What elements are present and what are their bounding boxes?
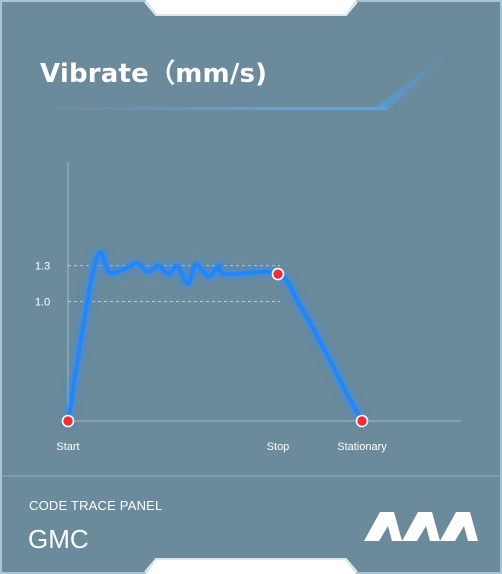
marker-stop [271,267,285,281]
x-label-stop: Stop [267,441,290,453]
series-line [66,250,364,423]
y-tick-label: 1.3 [35,261,50,273]
x-label-start: Start [56,441,79,453]
panel-title: Vibrate（mm/s) [40,59,268,89]
x-label-stationary: Stationary [337,441,387,453]
marker-stationary [355,414,369,428]
brand-logo [364,512,478,541]
footer-value: GMC [28,524,89,554]
footer-label: CODE TRACE PANEL [29,498,163,513]
y-tick-label: 1.0 [35,297,50,309]
marker-start [61,414,75,428]
